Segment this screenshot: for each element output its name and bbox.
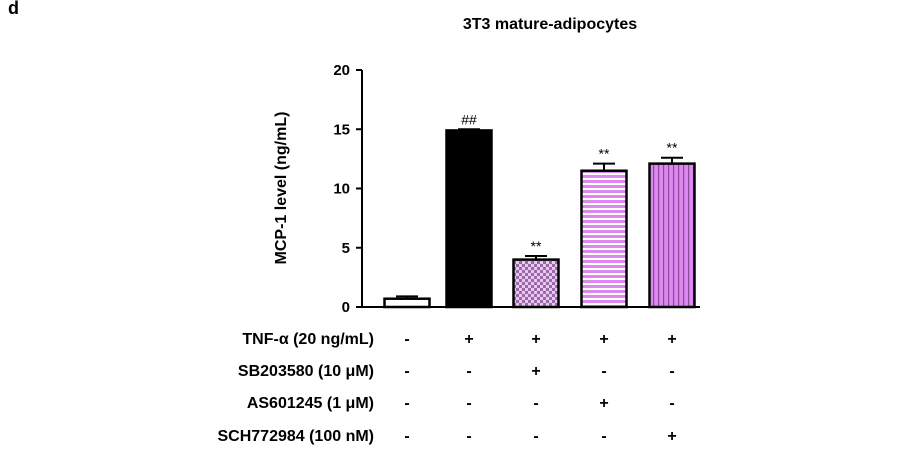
significance-label: ## xyxy=(461,111,477,127)
bar xyxy=(648,162,696,309)
significance-label: ** xyxy=(531,238,542,254)
bar xyxy=(580,169,628,309)
y-tick-label: 10 xyxy=(333,181,350,198)
y-tick-label: 15 xyxy=(333,121,350,138)
significance-label: ** xyxy=(667,140,678,156)
bar xyxy=(445,129,493,309)
chart-title: 3T3 mature-adipocytes xyxy=(462,16,638,33)
y-tick-label: 20 xyxy=(333,62,350,79)
y-tick-label: 0 xyxy=(342,299,350,316)
bar xyxy=(383,297,431,309)
panel-letter: d xyxy=(8,0,19,18)
significance-label: ** xyxy=(599,146,610,162)
bar xyxy=(512,258,560,309)
y-tick-label: 5 xyxy=(342,240,350,257)
